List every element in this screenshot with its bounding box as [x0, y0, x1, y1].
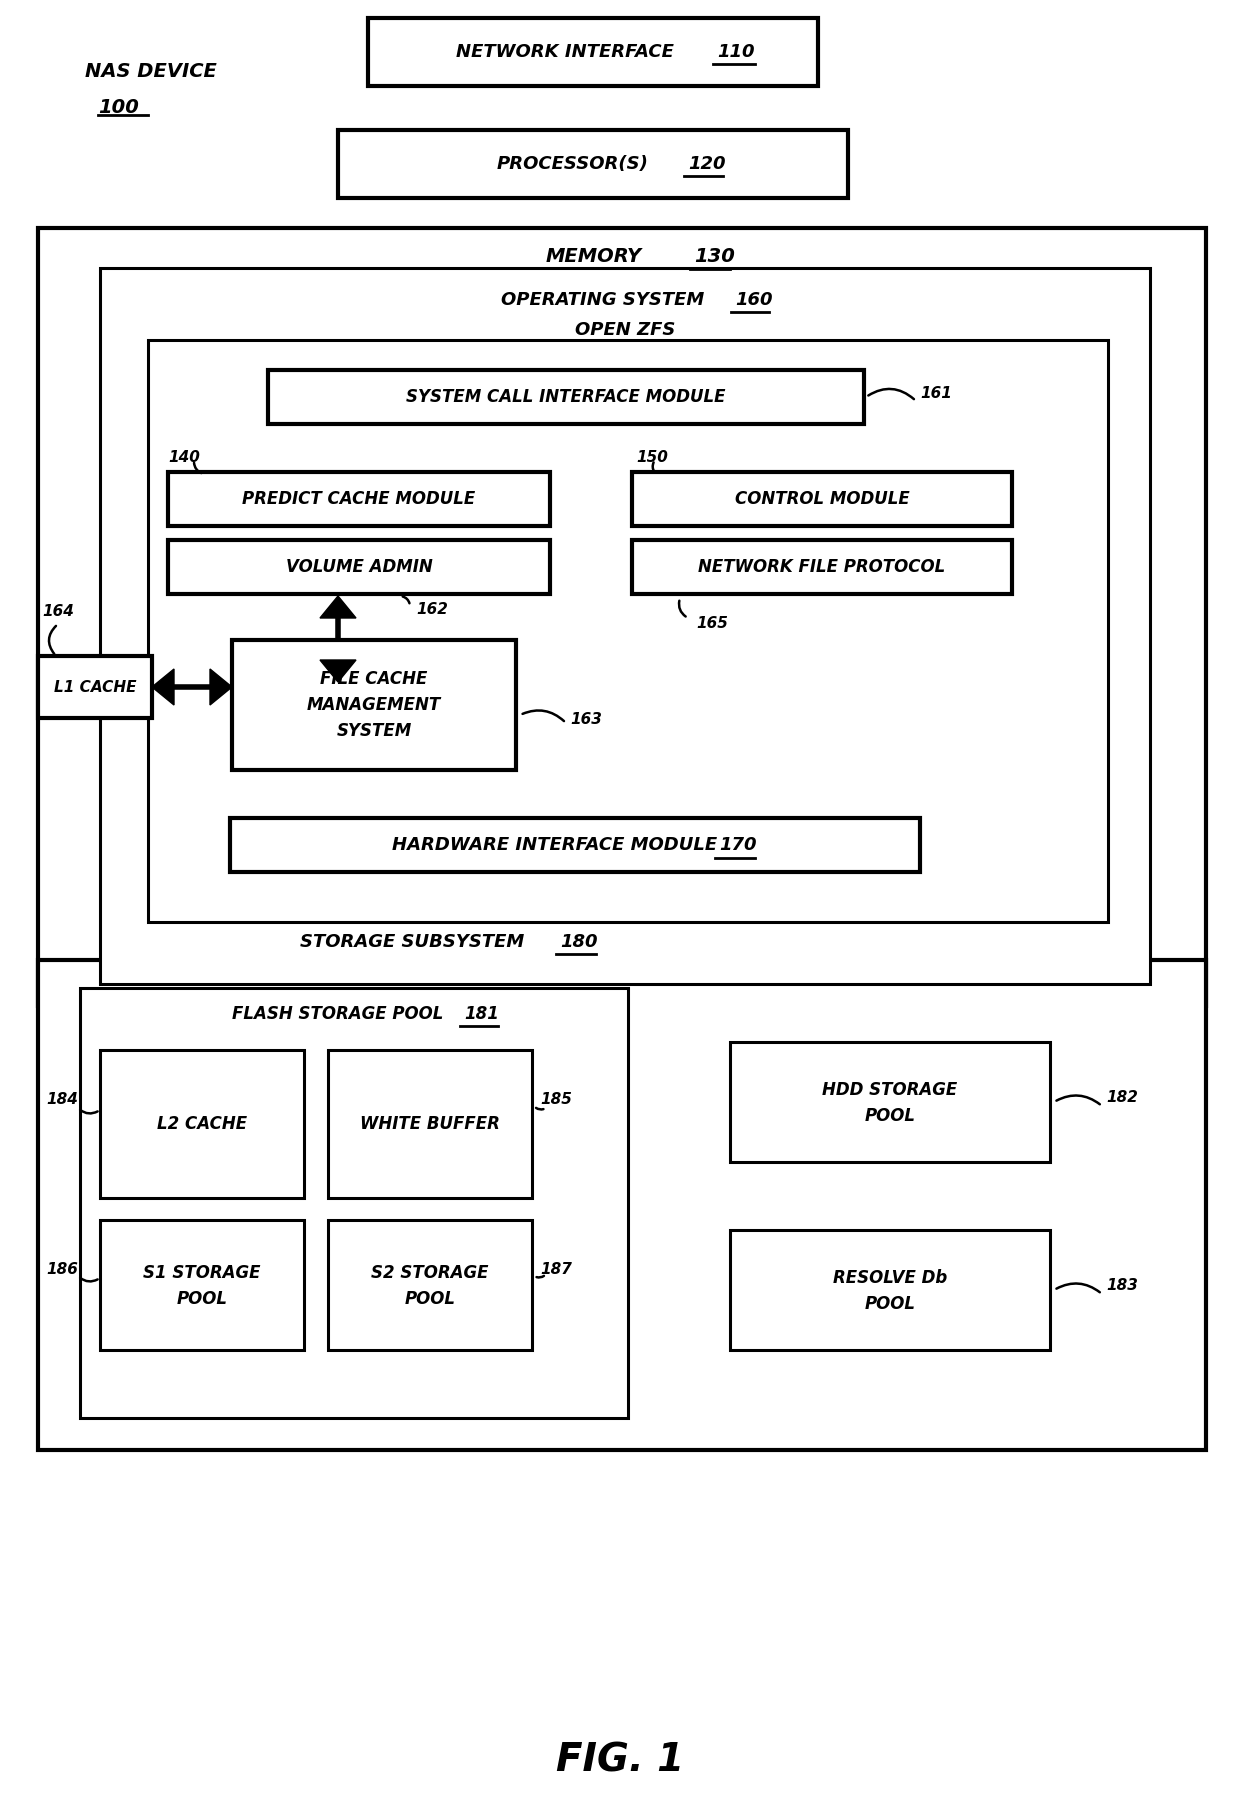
Text: 181: 181 [464, 1004, 498, 1022]
Text: 180: 180 [559, 933, 598, 952]
Text: FIG. 1: FIG. 1 [556, 1742, 684, 1780]
Text: CONTROL MODULE: CONTROL MODULE [734, 490, 909, 508]
Text: 110: 110 [717, 44, 754, 62]
Bar [730, 1042, 1050, 1162]
Text: 184: 184 [46, 1093, 78, 1108]
Bar [167, 539, 551, 594]
Text: 120: 120 [688, 154, 725, 173]
Text: 162: 162 [415, 603, 448, 617]
Text: POOL: POOL [404, 1289, 455, 1308]
Bar [38, 229, 1207, 1006]
Bar [100, 269, 1149, 984]
Text: SYSTEM: SYSTEM [336, 723, 412, 739]
Text: PREDICT CACHE MODULE: PREDICT CACHE MODULE [242, 490, 476, 508]
Bar [632, 472, 1012, 527]
Text: HARDWARE INTERFACE MODULE: HARDWARE INTERFACE MODULE [392, 835, 718, 854]
Text: 150: 150 [636, 450, 668, 465]
Bar [632, 539, 1012, 594]
Text: HDD STORAGE: HDD STORAGE [822, 1081, 957, 1099]
Text: 165: 165 [696, 616, 728, 632]
Text: STORAGE SUBSYSTEM: STORAGE SUBSYSTEM [300, 933, 523, 952]
Bar [730, 1229, 1050, 1349]
Bar [38, 656, 153, 717]
Bar [167, 472, 551, 527]
Text: S2 STORAGE: S2 STORAGE [371, 1264, 489, 1282]
Text: L1 CACHE: L1 CACHE [53, 679, 136, 694]
Text: 186: 186 [46, 1262, 78, 1277]
Text: NAS DEVICE: NAS DEVICE [86, 62, 217, 82]
Polygon shape [320, 596, 356, 617]
Bar [368, 18, 818, 85]
Text: POOL: POOL [864, 1295, 915, 1313]
Text: L2 CACHE: L2 CACHE [157, 1115, 247, 1133]
Bar [100, 1220, 304, 1349]
Bar [81, 988, 627, 1418]
Text: 163: 163 [570, 712, 601, 726]
Text: S1 STORAGE: S1 STORAGE [144, 1264, 260, 1282]
Bar [232, 639, 516, 770]
Text: NETWORK INTERFACE: NETWORK INTERFACE [456, 44, 673, 62]
Text: 140: 140 [167, 450, 200, 465]
Bar [329, 1050, 532, 1199]
Text: 170: 170 [719, 835, 756, 854]
Text: 187: 187 [539, 1262, 572, 1277]
Text: OPEN ZFS: OPEN ZFS [575, 321, 676, 340]
Text: MEMORY: MEMORY [546, 247, 642, 265]
Bar [339, 131, 848, 198]
Bar [268, 370, 864, 423]
Text: 164: 164 [42, 605, 74, 619]
Text: RESOLVE Db: RESOLVE Db [833, 1269, 947, 1288]
Text: POOL: POOL [176, 1289, 227, 1308]
Bar [148, 340, 1109, 923]
Bar [100, 1050, 304, 1199]
Text: VOLUME ADMIN: VOLUME ADMIN [285, 558, 433, 576]
Text: OPERATING SYSTEM: OPERATING SYSTEM [501, 291, 704, 309]
Text: 160: 160 [735, 291, 773, 309]
Polygon shape [210, 668, 232, 705]
Text: FLASH STORAGE POOL: FLASH STORAGE POOL [232, 1004, 444, 1022]
Bar [229, 817, 920, 872]
Bar [329, 1220, 532, 1349]
Polygon shape [153, 668, 174, 705]
Text: FILE CACHE: FILE CACHE [320, 670, 428, 688]
Polygon shape [320, 659, 356, 683]
Text: MANAGEMENT: MANAGEMENT [306, 696, 441, 714]
Text: WHITE BUFFER: WHITE BUFFER [360, 1115, 500, 1133]
Text: SYSTEM CALL INTERFACE MODULE: SYSTEM CALL INTERFACE MODULE [407, 389, 725, 407]
Text: POOL: POOL [864, 1108, 915, 1124]
Bar [38, 961, 1207, 1449]
Text: 100: 100 [98, 98, 139, 116]
Text: 130: 130 [694, 247, 735, 265]
Text: PROCESSOR(S): PROCESSOR(S) [497, 154, 649, 173]
Text: 183: 183 [1106, 1278, 1138, 1293]
Text: 182: 182 [1106, 1090, 1138, 1106]
Text: 161: 161 [920, 385, 952, 401]
Text: 185: 185 [539, 1093, 572, 1108]
Text: NETWORK FILE PROTOCOL: NETWORK FILE PROTOCOL [698, 558, 946, 576]
